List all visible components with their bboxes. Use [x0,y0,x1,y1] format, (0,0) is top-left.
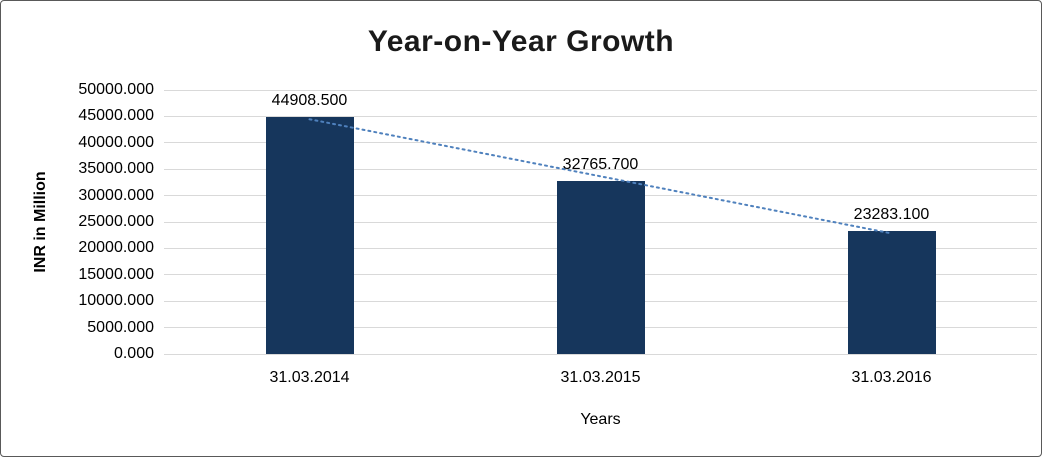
y-axis-tick-label: 40000.000 [78,133,154,151]
plot-area: 44908.500 32765.700 23283.100 [164,89,1037,355]
gridline [164,353,1037,355]
chart-title: Year-on-Year Growth [367,25,675,58]
y-axis-tick-label: 50000.000 [78,81,154,98]
y-axis-tick-label: 30000.000 [78,186,154,204]
bar-31.03.2016 [847,231,936,354]
gridline [164,115,1037,117]
gridline [164,89,1037,91]
y-axis-tick-label: 25000.000 [78,213,154,230]
y-axis-tick-label: 35000.000 [78,160,154,178]
y-axis-tick-label: 15000.000 [78,265,154,283]
y-axis-tick-label: 10000.000 [78,292,154,310]
y-axis-tick-label: 45000.000 [78,107,154,125]
bar-data-label: 44908.500 [271,91,348,109]
y-axis-tick-label: 0.000 [113,345,154,362]
x-axis-tick-label: 31.03.2016 [851,369,932,386]
x-axis-title: Years [580,411,621,428]
y-axis-ticks: 0.000 5000.000 10000.000 15000.000 20000.000… [1,81,158,362]
bar-data-label: 23283.100 [853,206,930,224]
x-axis-tick-label: 31.03.2015 [560,369,641,386]
y-axis-tick-label: 5000.000 [87,318,154,336]
x-axis-ticks: 31.03.2014 31.03.2015 31.03.2016 [164,369,1037,391]
y-axis-tick-label: 20000.000 [78,239,154,257]
bar-31.03.2015 [556,180,645,354]
bar-31.03.2014 [265,116,354,354]
bar-data-label: 32765.700 [562,155,639,173]
x-axis-tick-label: 31.03.2014 [269,369,350,386]
